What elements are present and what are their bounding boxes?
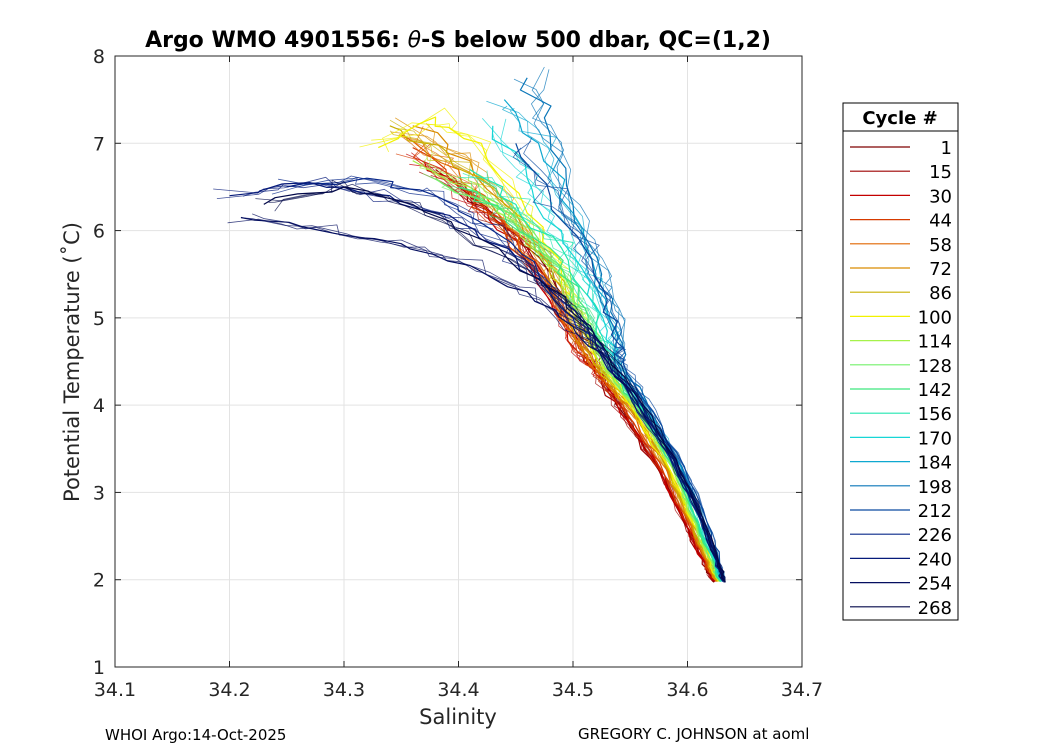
series-268 bbox=[255, 179, 726, 583]
y-axis-label: Potential Temperature (˚C) bbox=[60, 222, 84, 502]
footer-right: GREGORY C. JOHNSON at aoml bbox=[578, 725, 809, 743]
chart-title-theta: θ bbox=[408, 28, 422, 53]
legend-label: 86 bbox=[929, 283, 952, 304]
legend-label: 254 bbox=[918, 574, 952, 595]
series-layer bbox=[213, 66, 726, 583]
chart-title: Argo WMO 4901556: θ-S below 500 dbar, QC… bbox=[145, 28, 771, 53]
legend-label: 226 bbox=[918, 525, 952, 546]
legend-label: 44 bbox=[929, 211, 952, 232]
series-line-companion bbox=[428, 153, 720, 582]
legend-label: 1 bbox=[941, 138, 952, 159]
legend-label: 184 bbox=[918, 453, 952, 474]
legend-label: 58 bbox=[929, 235, 952, 256]
legend-label: 198 bbox=[918, 477, 952, 498]
x-axis-label: Salinity bbox=[419, 705, 497, 729]
legend-label: 114 bbox=[918, 332, 952, 353]
y-tick-label: 5 bbox=[93, 308, 105, 330]
series-line-companion bbox=[213, 183, 724, 582]
series-254 bbox=[227, 213, 725, 583]
legend-label: 128 bbox=[918, 356, 952, 377]
x-tick-label: 34.5 bbox=[552, 679, 594, 701]
legend-label: 170 bbox=[918, 428, 952, 449]
legend-label: 268 bbox=[918, 598, 952, 619]
y-axis-ticks: 1 2 3 4 5 6 7 8 bbox=[93, 46, 802, 679]
series-line-companion bbox=[252, 213, 725, 583]
y-tick-label: 2 bbox=[93, 570, 105, 592]
y-tick-label: 8 bbox=[93, 46, 105, 68]
y-tick-label: 1 bbox=[93, 657, 105, 679]
x-tick-label: 34.3 bbox=[323, 679, 365, 701]
legend-label: 156 bbox=[918, 404, 952, 425]
legend-label: 212 bbox=[918, 501, 952, 522]
x-tick-label: 34.6 bbox=[666, 679, 708, 701]
x-axis-ticks: 34.1 34.2 34.3 34.4 34.5 34.6 34.7 bbox=[94, 56, 823, 701]
footer-left: WHOI Argo:14-Oct-2025 bbox=[105, 726, 286, 744]
y-tick-label: 7 bbox=[93, 133, 105, 155]
chart-title-prefix: Argo WMO 4901556: bbox=[145, 28, 408, 53]
legend-items: 1 15 30 44 58 72 86 100 114 128 142 156 170 184 198 212… bbox=[850, 138, 952, 619]
x-tick-label: 34.1 bbox=[94, 679, 136, 701]
legend: Cycle # 11530445872861001141281421561701… bbox=[842, 102, 959, 621]
series-line bbox=[515, 143, 726, 582]
series-line-companion bbox=[255, 181, 726, 583]
y-tick-label: 6 bbox=[93, 221, 105, 243]
legend-label: 15 bbox=[929, 162, 952, 183]
legend-label: 142 bbox=[918, 380, 952, 401]
y-tick-label: 4 bbox=[93, 395, 105, 417]
series-line bbox=[240, 216, 725, 583]
series-line-companion bbox=[512, 147, 725, 582]
legend-label: 30 bbox=[929, 186, 952, 207]
legend-title: Cycle # bbox=[862, 108, 937, 129]
chart-title-suffix: -S below 500 dbar, QC=(1,2) bbox=[421, 28, 771, 53]
legend-label: 240 bbox=[918, 549, 952, 570]
legend-label: 100 bbox=[918, 307, 952, 328]
x-tick-label: 34.7 bbox=[781, 679, 823, 701]
x-tick-label: 34.4 bbox=[437, 679, 479, 701]
series-line-companion bbox=[274, 179, 726, 583]
series-line-companion bbox=[276, 177, 725, 582]
x-tick-label: 34.2 bbox=[208, 679, 250, 701]
legend-label: 72 bbox=[929, 259, 952, 280]
series-line-companion bbox=[462, 173, 722, 582]
y-tick-label: 3 bbox=[93, 482, 105, 504]
